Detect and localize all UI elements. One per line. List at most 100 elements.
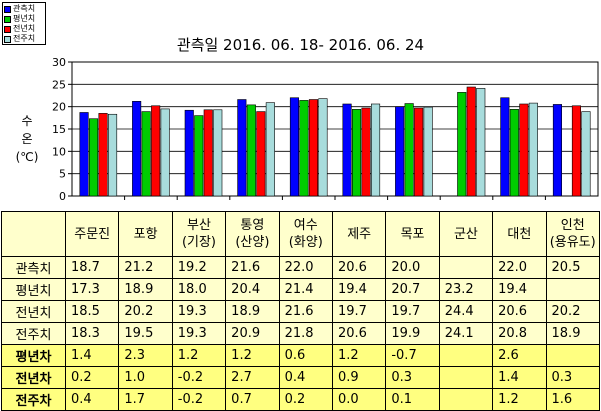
- table-cell: 0.7: [225, 388, 280, 411]
- bar: [265, 102, 275, 197]
- table-cell: 1.4: [64, 344, 120, 367]
- table-cell: 19.7: [331, 300, 387, 323]
- table-cell: [545, 278, 600, 301]
- chart-title: 관측일 2016. 06. 18- 2016. 06. 24: [176, 36, 425, 54]
- table-cell: 21.6: [278, 300, 333, 323]
- y-tick-label: 0: [59, 190, 66, 203]
- table-row: 평년차 1.4 2.3 1.2 1.2 0.6 1.2 -0.7 2.6: [1, 344, 600, 367]
- table-cell: 0.1: [385, 388, 440, 411]
- legend-item: 관측치: [4, 4, 44, 14]
- table-cell: -0.2: [171, 366, 227, 389]
- table-cell: 2.6: [492, 344, 547, 367]
- table-cell: 20.2: [118, 300, 173, 323]
- table-cell: 0.4: [64, 388, 120, 411]
- row-header: 전년차: [1, 366, 66, 389]
- table-cell: 20.6: [331, 256, 387, 279]
- table-cell: 0.3: [545, 366, 600, 389]
- table-column-header: 부산 (기장): [171, 211, 227, 257]
- table-cell: 19.4: [492, 278, 547, 301]
- table-cell: 24.1: [438, 322, 494, 345]
- bar: [351, 109, 362, 197]
- bar: [370, 103, 381, 197]
- table-cell: 1.2: [492, 388, 547, 411]
- table-row: 전년차 0.2 1.0 -0.2 2.7 0.4 0.9 0.3 1.4 0.3: [1, 366, 600, 389]
- bar: [466, 86, 476, 197]
- table-cell: 20.2: [545, 300, 600, 323]
- column-header-line: (화양): [288, 235, 323, 250]
- bar: [141, 111, 151, 197]
- table-cell: 18.9: [118, 278, 173, 301]
- table-cell: 21.4: [278, 278, 333, 301]
- column-header-line: 포항: [133, 226, 158, 242]
- legend-item: 전주치: [4, 34, 44, 44]
- bar: [414, 107, 424, 197]
- bar: [318, 98, 328, 197]
- bar: [194, 115, 204, 197]
- legend-item: 전년치: [4, 24, 44, 34]
- table-column-header: 통영 (산양): [225, 211, 280, 257]
- table-cell: 0.0: [331, 388, 387, 411]
- y-tick-label: 5: [59, 168, 66, 181]
- table-cell: 20.6: [492, 300, 547, 323]
- row-header: 전주차: [1, 388, 66, 411]
- table-cell: -0.7: [385, 344, 440, 367]
- table-cell: 20.7: [385, 278, 440, 301]
- bar: [476, 88, 486, 197]
- bar: [509, 109, 519, 197]
- bar: [308, 99, 319, 197]
- table-cell: 0.9: [331, 366, 387, 389]
- table-cell: [438, 256, 494, 279]
- table-cell: 1.6: [545, 388, 600, 411]
- legend-label: 전년치: [13, 24, 36, 33]
- table-cell: 1.0: [118, 366, 173, 389]
- bar: [184, 109, 194, 197]
- table-cell: 18.3: [64, 322, 120, 345]
- bar: [237, 99, 247, 197]
- bar: [457, 92, 467, 197]
- table-column-header: 대천: [492, 211, 547, 257]
- table-cell: 17.3: [64, 278, 120, 301]
- legend-swatch: [4, 25, 11, 33]
- table-cell: 19.5: [118, 322, 173, 345]
- table-column-header: 여수 (화양): [278, 211, 333, 257]
- legend-label: 평년치: [13, 14, 36, 23]
- table-cell: 1.2: [171, 344, 227, 367]
- table-column-header: 제주: [331, 211, 387, 257]
- bar: [552, 104, 563, 197]
- table-cell: 0.2: [278, 388, 333, 411]
- table-cell: 0.4: [278, 366, 333, 389]
- data-table: 주문진 포항 부산 (기장) 통영 (산양) 여수 (화양) 제주 목포 군산 대천 인천 (용유도) 관…: [1, 211, 600, 411]
- bar: [581, 111, 591, 197]
- table-cell: 23.2: [438, 278, 494, 301]
- y-tick-label: 15: [52, 123, 66, 136]
- table-cell: 18.0: [171, 278, 227, 301]
- column-header-line: 대천: [507, 226, 532, 242]
- bar: [528, 102, 538, 197]
- table-cell: 0.6: [278, 344, 333, 367]
- row-header: 평년치: [1, 278, 66, 301]
- table-cell: [438, 388, 494, 411]
- bar: [500, 97, 510, 197]
- table-cell: 18.9: [225, 300, 280, 323]
- table-cell: 18.9: [545, 322, 600, 345]
- table-cell: 19.2: [171, 256, 227, 279]
- table-cell: 19.3: [171, 322, 227, 345]
- table-cell: -0.2: [171, 388, 227, 411]
- table-cell: 21.6: [225, 256, 280, 279]
- bar: [79, 112, 89, 197]
- table-cell: 18.7: [64, 256, 120, 279]
- table-cell: [545, 344, 600, 367]
- legend-item: 평년치: [4, 14, 44, 24]
- table-cell: 2.7: [225, 366, 280, 389]
- bar: [423, 106, 433, 197]
- column-header-line: (기장): [181, 235, 217, 250]
- table-row: 관측치 18.7 21.2 19.2 21.6 22.0 20.6 20.0 22.0 20.5: [1, 256, 600, 279]
- table-cell: [438, 366, 494, 389]
- row-header: 전주치: [1, 322, 66, 345]
- bar: [404, 103, 414, 197]
- y-tick-label: 30: [52, 56, 66, 69]
- y-axis-label-line: (℃): [15, 150, 39, 164]
- table-column-header: 인천 (용유도): [545, 211, 600, 257]
- legend-label: 전주치: [13, 34, 36, 43]
- table-cell: 20.9: [225, 322, 280, 345]
